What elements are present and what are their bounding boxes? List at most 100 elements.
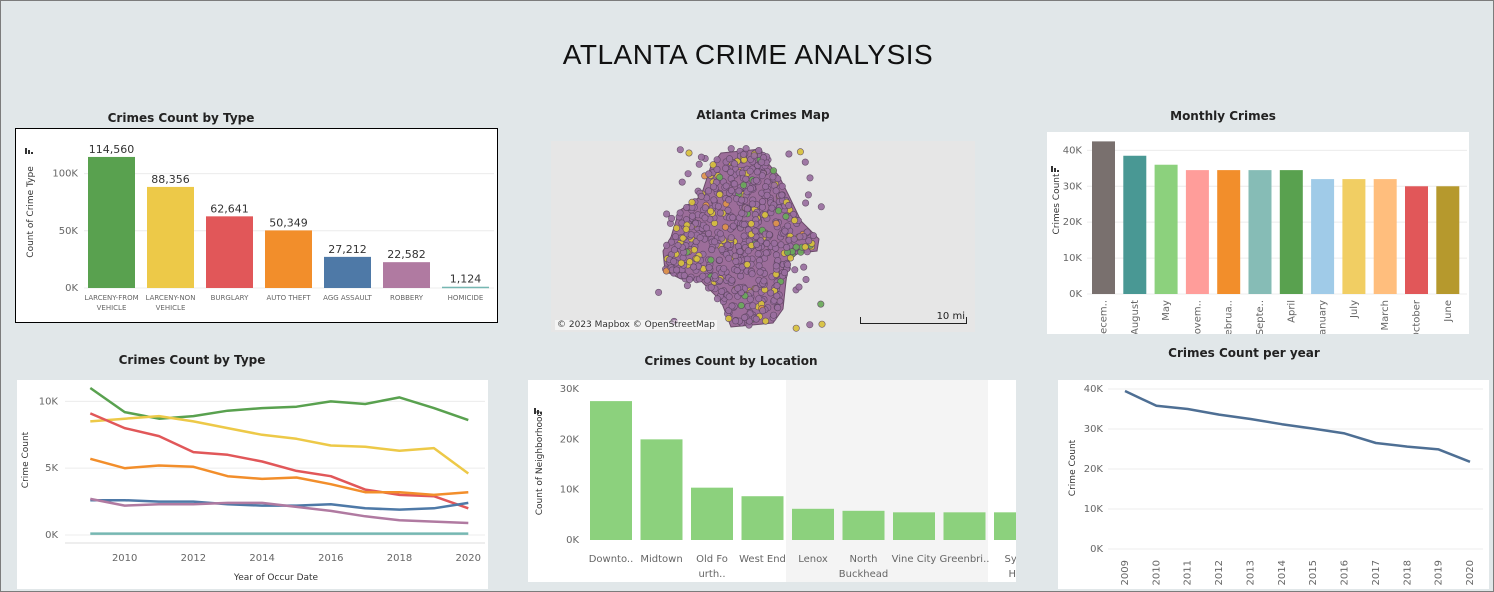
crime-point xyxy=(732,317,740,325)
crime-point xyxy=(777,241,785,249)
monthly-crimes-chart[interactable]: 0K 10K 20K 30K 40K Crimes Count Decem.. August M… xyxy=(1047,132,1469,334)
x-tick-label: urth.. xyxy=(698,569,725,580)
x-tick-label: VEHICLE xyxy=(97,304,127,312)
band-shading xyxy=(786,380,988,582)
crime-point xyxy=(792,243,800,251)
x-tick-label: 2015 xyxy=(1308,560,1319,585)
series-line xyxy=(90,414,470,475)
x-axis-title: Year of Occur Date xyxy=(233,573,319,583)
crime-point xyxy=(802,199,810,207)
crime-point xyxy=(769,173,777,181)
crime-point xyxy=(724,241,732,249)
chart-title-map: Atlanta Crimes Map xyxy=(696,108,830,122)
crime-point xyxy=(722,182,730,190)
x-tick-label: 2011 xyxy=(1183,560,1194,585)
crime-point xyxy=(778,191,786,199)
x-tick-label: Septe.. xyxy=(1255,300,1266,334)
crimes-by-type-bar-chart[interactable]: 0K 50K 100K Count of Crime Type 114,560 LARCE… xyxy=(16,129,497,322)
crime-point xyxy=(729,222,737,230)
crimes-by-location-panel: 0K 10K 20K 30K Count of Neighborhood Downto..… xyxy=(528,380,1016,582)
crime-point xyxy=(699,272,707,280)
crime-point xyxy=(749,200,757,208)
crime-point xyxy=(762,317,770,325)
crimes-per-year-chart[interactable]: 0K 10K 20K 30K 40K Crime Count 2009 2010 2011 201… xyxy=(1058,380,1489,589)
crime-point xyxy=(727,145,735,153)
bar xyxy=(383,262,430,288)
crime-points-layer xyxy=(655,145,826,332)
crime-point xyxy=(705,187,713,195)
crime-point xyxy=(759,198,767,206)
x-tick-label: 2012 xyxy=(1214,560,1225,585)
x-tick-label: Buckhead xyxy=(839,569,888,580)
crimes-map[interactable]: © 2023 Mapbox © OpenStreetMap 10 mi xyxy=(551,141,975,332)
crime-point xyxy=(800,263,808,271)
bar xyxy=(893,512,935,540)
crime-point xyxy=(759,307,767,315)
x-tick-label: March xyxy=(1380,300,1391,330)
crime-point xyxy=(770,311,778,319)
crime-point xyxy=(760,277,768,285)
y-tick-label: 10K xyxy=(1084,504,1104,515)
crime-point xyxy=(805,237,813,245)
crime-point xyxy=(736,248,744,256)
crime-point xyxy=(801,158,809,166)
crime-point xyxy=(713,295,721,303)
crime-point xyxy=(685,149,693,157)
crime-point xyxy=(680,272,688,280)
crime-point xyxy=(743,261,751,269)
bar xyxy=(1123,155,1147,294)
bar xyxy=(792,508,834,540)
crime-point xyxy=(671,246,679,254)
crime-point xyxy=(770,239,778,247)
x-tick-label: Greenbri.. xyxy=(940,554,990,565)
crime-point xyxy=(756,268,764,276)
x-tick-label: 2016 xyxy=(1340,560,1351,585)
series-line xyxy=(89,457,469,497)
crime-point xyxy=(697,192,705,200)
crime-point xyxy=(806,321,814,329)
chart-title-type-bar: Crimes Count by Type xyxy=(107,111,255,125)
crimes-by-type-line-chart[interactable]: 0K 5K 10K 2010 2012 2014 2016 2018 2020 Year of O… xyxy=(17,380,488,589)
crime-point xyxy=(809,232,817,240)
bar xyxy=(994,512,1016,540)
crime-point xyxy=(688,198,696,206)
crime-point xyxy=(725,315,733,323)
x-tick-label: 2019 xyxy=(1434,560,1445,585)
crime-point xyxy=(746,295,754,303)
y-tick-label: 0K xyxy=(65,283,78,294)
crime-point xyxy=(743,205,751,213)
x-tick-label: 2012 xyxy=(181,553,206,564)
crime-point xyxy=(722,164,730,172)
bar-data-label: 50,349 xyxy=(269,216,308,229)
sort-icon xyxy=(28,150,30,154)
crime-point xyxy=(740,220,748,228)
bar xyxy=(640,439,683,540)
x-tick-label: West End xyxy=(739,554,786,565)
crime-point xyxy=(763,191,771,199)
x-tick-label: 2017 xyxy=(1371,560,1382,585)
crime-point xyxy=(730,180,738,188)
crime-point xyxy=(772,262,780,270)
bar xyxy=(1342,179,1366,294)
crime-point xyxy=(742,175,750,183)
crime-point xyxy=(752,176,760,184)
crime-point xyxy=(802,276,810,284)
crime-point xyxy=(731,160,739,168)
y-tick-label: 0K xyxy=(45,530,58,541)
crime-point xyxy=(734,284,742,292)
y-tick-label: 30K xyxy=(560,384,580,395)
crime-point xyxy=(720,265,728,273)
crime-point xyxy=(714,202,722,210)
crime-point xyxy=(742,145,750,153)
x-tick-label: August xyxy=(1130,300,1141,334)
crimes-by-location-chart[interactable]: 0K 10K 20K 30K Count of Neighborhood Downto..… xyxy=(528,380,1016,582)
x-tick-label: June xyxy=(1443,300,1454,323)
crime-point xyxy=(686,258,694,266)
x-tick-label: HOMICIDE xyxy=(448,294,484,302)
crime-point xyxy=(735,187,743,195)
crime-point xyxy=(716,173,724,181)
y-tick-label: 10K xyxy=(560,485,580,496)
bar-data-label: 27,212 xyxy=(328,243,367,256)
crime-point xyxy=(755,147,763,155)
